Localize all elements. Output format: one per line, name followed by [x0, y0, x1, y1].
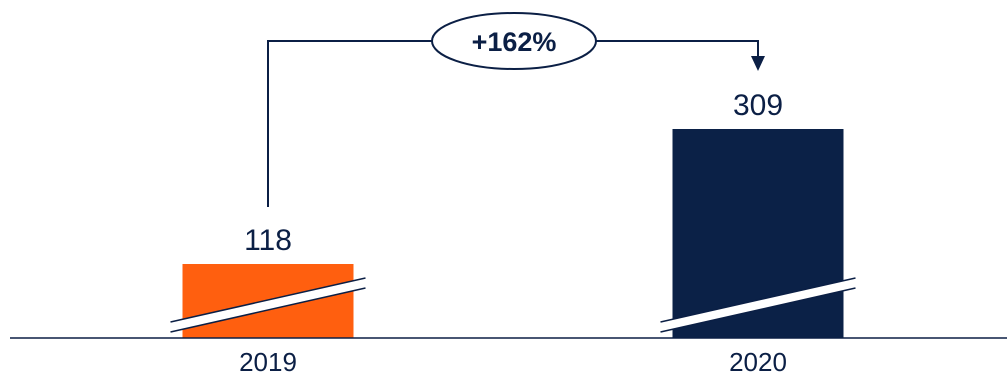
category-label-2019: 2019 [239, 347, 297, 377]
axis-break-edge-2020-0 [660, 277, 856, 323]
change-label: +162% [472, 27, 557, 57]
axis-break-2020 [660, 278, 856, 332]
axis-break-edge-2020-1 [660, 287, 856, 333]
axis-break-edge-2019-0 [170, 277, 366, 323]
category-label-2020: 2020 [729, 347, 787, 377]
change-badge [431, 12, 597, 70]
axis-break-2019 [170, 278, 366, 332]
value-label-2019: 118 [244, 224, 292, 257]
bars-group: 118 309 [170, 89, 856, 338]
axis-break-edge-2019-1 [170, 287, 366, 333]
change-arrowhead [751, 56, 765, 71]
category-labels: 2019 2020 [239, 347, 787, 377]
value-label-2020: 309 [733, 89, 783, 122]
